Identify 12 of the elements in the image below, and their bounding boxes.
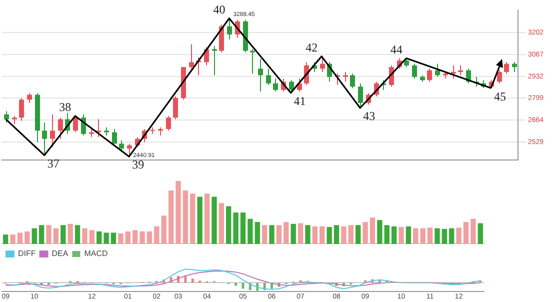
annotation: 37: [47, 156, 60, 170]
annotation: 41: [294, 94, 306, 108]
legend-label: DIFF: [18, 249, 36, 258]
legend-label: MACD: [84, 249, 108, 258]
legend-label: DEA: [52, 249, 69, 258]
annotation: 39: [132, 158, 144, 172]
annotation: 43: [363, 109, 376, 124]
annotation: 42: [306, 40, 318, 54]
annotation: 40: [213, 2, 226, 17]
annotation: 45: [494, 89, 506, 104]
annotation: 38: [59, 100, 72, 114]
annotation: 44: [390, 42, 402, 56]
